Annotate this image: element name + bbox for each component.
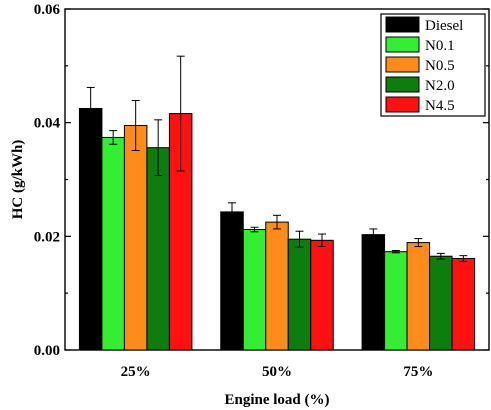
y-tick-label: 0.02: [34, 229, 60, 245]
x-tick-label: 50%: [262, 364, 292, 380]
y-axis-title: HC (g/kWh): [10, 140, 26, 220]
bar-n4-5-2: [451, 257, 476, 351]
x-tick-label: 25%: [121, 364, 151, 380]
bar-n2-0-1: [287, 238, 312, 351]
legend-label: Diesel: [425, 18, 463, 34]
legend-swatch-diesel: [385, 16, 420, 33]
legend-label: N2.0: [425, 78, 455, 94]
bar-n0-5-2: [406, 242, 431, 351]
bar-diesel-1: [220, 211, 244, 351]
y-tick-label: 0.04: [34, 116, 61, 132]
legend-label: N0.5: [425, 58, 455, 74]
bar-n0-1-2: [384, 251, 408, 351]
bar-n4-5-1: [310, 239, 334, 351]
bar-n0-1-0: [101, 136, 125, 351]
x-tick-label: 75%: [403, 364, 433, 380]
bar-n0-5-1: [265, 221, 289, 351]
bar-n2-0-2: [429, 255, 453, 351]
legend-label: N0.1: [425, 38, 455, 54]
bar-diesel-0: [78, 107, 103, 351]
legend-swatch-n0-5: [385, 56, 420, 73]
bar-n0-1-1: [242, 229, 267, 351]
legend-swatch-n4-5: [385, 96, 420, 113]
x-axis-title: Engine load (%): [224, 392, 329, 408]
legend-swatch-n2-0: [385, 76, 420, 93]
legend-label: N4.5: [425, 98, 455, 114]
legend-swatch-n0-1: [385, 36, 420, 53]
y-tick-label: 0.00: [34, 343, 60, 359]
y-tick-label: 0.06: [34, 2, 61, 18]
bar-n0-5-0: [123, 125, 148, 351]
bar-diesel-2: [361, 234, 386, 351]
bar-n2-0-0: [146, 147, 170, 351]
